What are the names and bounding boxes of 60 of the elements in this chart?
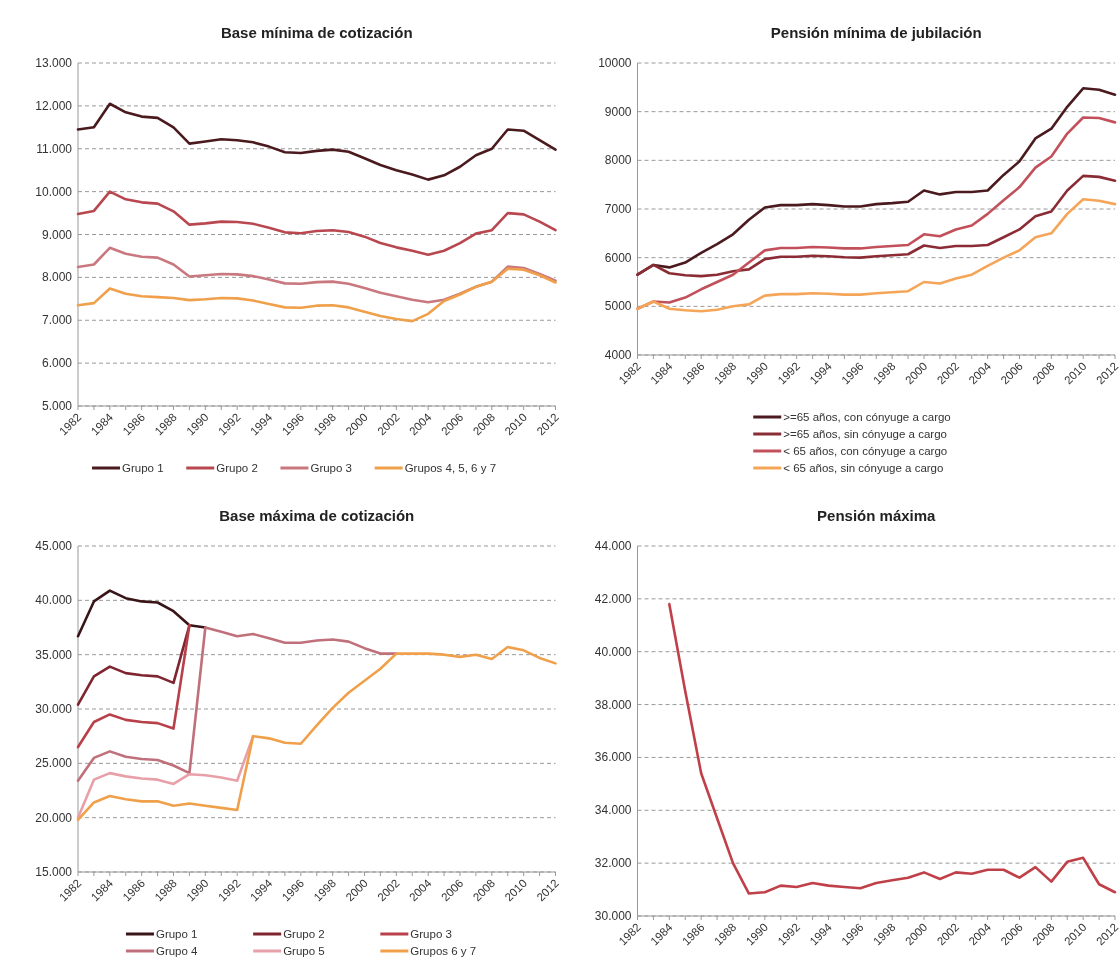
y-tick-label: 36.000 [594,750,632,765]
y-tick-label: 11.000 [36,141,73,156]
y-tick-label: 10000 [598,56,632,70]
chart-title: Base mínima de cotización [220,24,413,41]
y-tick-label: 8.000 [41,270,73,285]
y-tick-label: 35.000 [35,647,73,662]
line-series [76,624,191,749]
legend-label: Grupos 6 y 7 [410,945,477,957]
y-tick-label: 5.000 [41,399,73,413]
legend-label: Grupo 3 [410,928,452,940]
y-tick-label: 30.000 [594,909,632,923]
legend-label: Grupo 5 [283,945,325,957]
y-tick-label: 40.000 [35,593,73,608]
y-tick-label: 34.000 [594,803,632,818]
y-tick-label: 44.000 [594,539,632,553]
legend-label: Grupo 3 [310,462,353,474]
line-series [668,602,1117,895]
legend-label: >=65 años, con cónyuge a cargo [783,411,951,423]
y-tick-label: 38.000 [594,697,632,712]
y-tick-label: 45.000 [35,539,73,553]
legend-label: Grupos 4, 5, 6 y 7 [404,462,497,474]
line-series [636,174,1117,278]
y-tick-label: 8000 [604,153,632,168]
line-series [76,626,398,783]
line-series [76,190,557,256]
chart-title: Pensión mínima de jubilación [770,24,982,41]
y-tick-label: 6000 [604,250,632,265]
y-tick-label: 12.000 [35,98,73,113]
line-series [76,102,557,181]
line-series [76,645,557,822]
y-tick-label: 40.000 [594,644,632,659]
y-tick-label: 25.000 [35,756,73,771]
y-tick-label: 15.000 [35,865,73,879]
legend-label: Grupo 1 [122,462,164,474]
legend-label: Grupo 4 [155,945,199,957]
y-tick-label: 30.000 [35,702,73,716]
line-series [76,267,557,323]
legend-label: >=65 años, sin cónyuge a cargo [783,428,947,440]
line-series [636,197,1117,313]
y-tick-label: 9000 [604,104,632,119]
y-tick-label: 9.000 [41,227,73,242]
y-tick-label: 42.000 [594,591,632,606]
y-tick-label: 10.000 [35,184,73,199]
legend-label: < 65 años, sin cónyuge a cargo [783,462,944,474]
y-tick-label: 7.000 [41,313,73,328]
y-tick-label: 6.000 [41,356,73,371]
legend-label: < 65 años, con cónyuge a cargo [783,445,948,457]
y-tick-label: 7000 [604,202,632,216]
chart-title: Pensión máxima [817,507,937,524]
y-tick-label: 32.000 [594,856,632,871]
legend-label: Grupo 1 [155,928,198,940]
y-tick-label: 20.000 [35,810,73,825]
legend-label: Grupo 2 [216,462,258,474]
y-tick-label: 13.000 [35,56,73,70]
y-tick-label: 4000 [604,348,632,362]
chart-title: Base máxima de cotización [219,507,415,524]
line-series [76,624,191,706]
line-series [76,589,207,638]
legend-label: Grupo 2 [283,928,325,940]
y-tick-label: 5000 [604,299,632,314]
